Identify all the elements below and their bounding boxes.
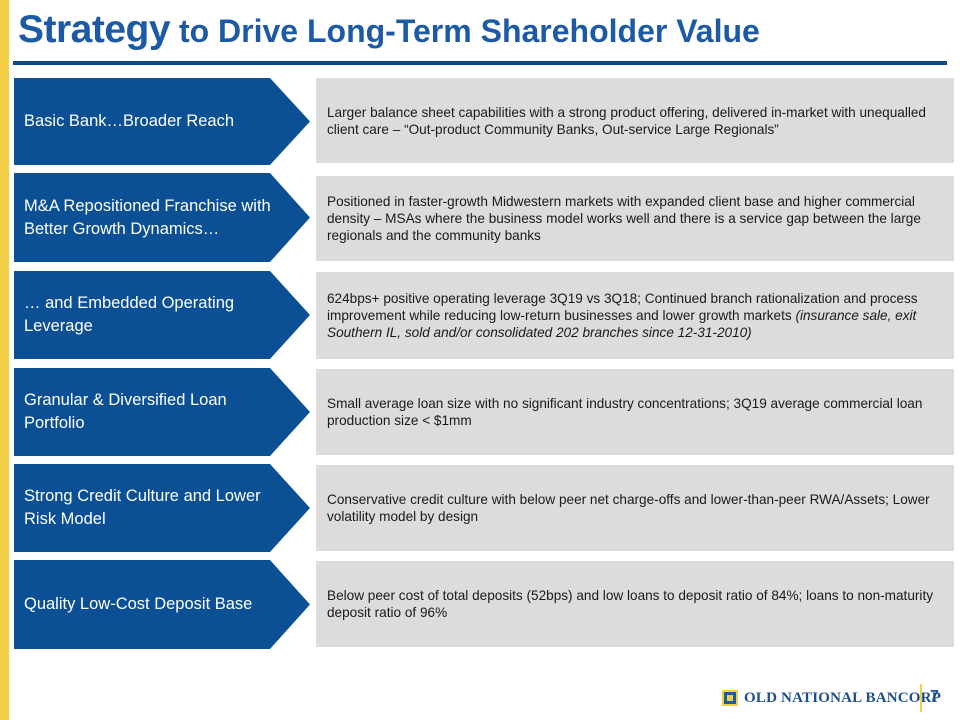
strategy-chevron: M&A Repositioned Franchise with Better G… (14, 173, 310, 262)
strategy-description: 624bps+ positive operating leverage 3Q19… (316, 290, 954, 341)
strategy-description-box: Below peer cost of total deposits (52bps… (316, 561, 954, 647)
strategy-description: Small average loan size with no signific… (327, 396, 923, 428)
strategy-label: … and Embedded Operating Leverage (24, 294, 235, 335)
accent-side-bar (0, 0, 9, 720)
strategy-chevron: Quality Low-Cost Deposit Base (14, 560, 310, 649)
strategy-label: Granular & Diversified Loan Portfolio (24, 391, 227, 432)
strategy-description: Larger balance sheet capabilities with a… (327, 104, 926, 137)
page-number: 7 (930, 688, 939, 705)
strategy-row-loan-portfolio: Granular & Diversified Loan Portfolio Sm… (14, 368, 954, 456)
strategy-row-operating-leverage: … and Embedded Operating Leverage 624bps… (14, 271, 954, 359)
strategy-description: Positioned in faster-growth Midwestern m… (327, 194, 921, 243)
title-underline (13, 61, 947, 65)
strategy-description-box: Conservative credit culture with below p… (316, 465, 954, 551)
strategy-row-ma-repositioned: M&A Repositioned Franchise with Better G… (14, 173, 954, 262)
strategy-description-box: Small average loan size with no signific… (316, 369, 954, 455)
strategy-chevron: Basic Bank…Broader Reach (14, 78, 310, 165)
strategy-label: Basic Bank…Broader Reach (24, 112, 235, 130)
strategy-description-box: 624bps+ positive operating leverage 3Q19… (316, 272, 954, 359)
strategy-chevron: Strong Credit Culture and Lower Risk Mod… (14, 464, 310, 552)
strategy-row-credit-culture: Strong Credit Culture and Lower Risk Mod… (14, 464, 954, 552)
strategy-description-box: Positioned in faster-growth Midwestern m… (316, 176, 954, 261)
old-national-logo-icon (722, 690, 738, 706)
strategy-description-box: Larger balance sheet capabilities with a… (316, 78, 954, 163)
strategy-chevron: … and Embedded Operating Leverage (14, 271, 310, 359)
strategy-label: Strong Credit Culture and Lower Risk Mod… (24, 487, 261, 528)
strategy-chevron: Granular & Diversified Loan Portfolio (14, 368, 310, 456)
strategy-description: Below peer cost of total deposits (52bps… (327, 588, 934, 620)
strategy-description: Conservative credit culture with below p… (327, 492, 930, 524)
strategy-label: M&A Repositioned Franchise with Better G… (24, 196, 271, 238)
slide-title: Strategy to Drive Long-Term Shareholder … (18, 8, 760, 52)
strategy-description-italic: (insurance sale, exit Southern IL, sold … (327, 308, 917, 340)
slide-title-rest: to Drive Long-Term Shareholder Value (178, 13, 760, 49)
strategy-description-main: 624bps+ positive operating leverage 3Q19… (327, 291, 918, 323)
strategy-row-basic-bank: Basic Bank…Broader Reach Larger balance … (14, 78, 954, 165)
company-logo-text: OLD NATIONAL BANCORP (744, 689, 942, 706)
company-logo: OLD NATIONAL BANCORP (722, 686, 941, 710)
footer-divider (920, 684, 922, 712)
strategy-row-deposit-base: Quality Low-Cost Deposit Base Below peer… (14, 560, 954, 649)
strategy-label: Quality Low-Cost Deposit Base (24, 595, 253, 613)
slide-title-strong: Strategy (18, 8, 171, 51)
